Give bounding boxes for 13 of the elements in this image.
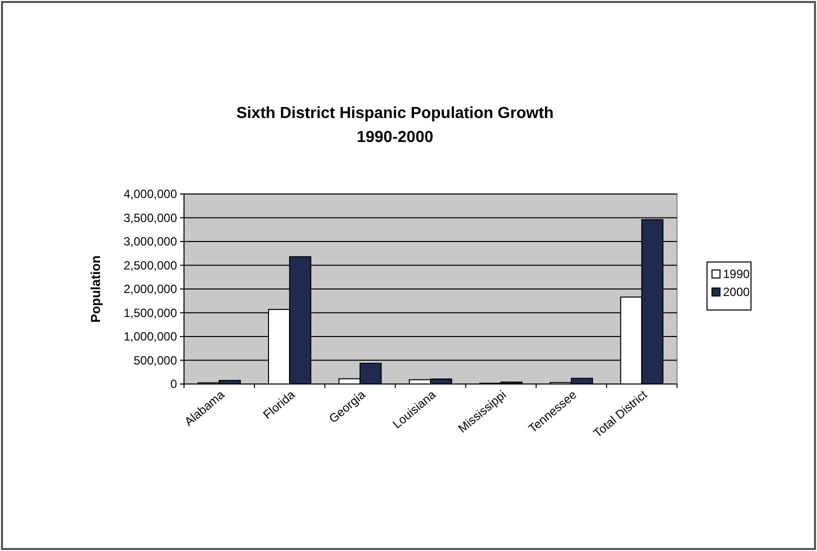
legend-label: 1990 — [723, 267, 750, 282]
y-tick-label: 4,000,000 — [124, 187, 178, 202]
y-axis-title: Population — [88, 255, 103, 323]
y-tick-label: 2,500,000 — [124, 258, 178, 272]
y-tick-label: 3,500,000 — [124, 210, 178, 225]
y-tick-label: 1,500,000 — [124, 306, 178, 320]
y-tick-label: 2,000,000 — [124, 282, 178, 296]
y-tick-label: 1,000,000 — [124, 330, 178, 344]
y-tick-label: 0 — [170, 377, 178, 392]
y-tick-label: 3,000,000 — [124, 234, 178, 249]
legend-label: 2000 — [723, 285, 750, 300]
chart-title: Sixth District Hispanic Population Growth 1990-2000 — [236, 105, 554, 146]
y-tick-label: 500,000 — [134, 353, 178, 368]
